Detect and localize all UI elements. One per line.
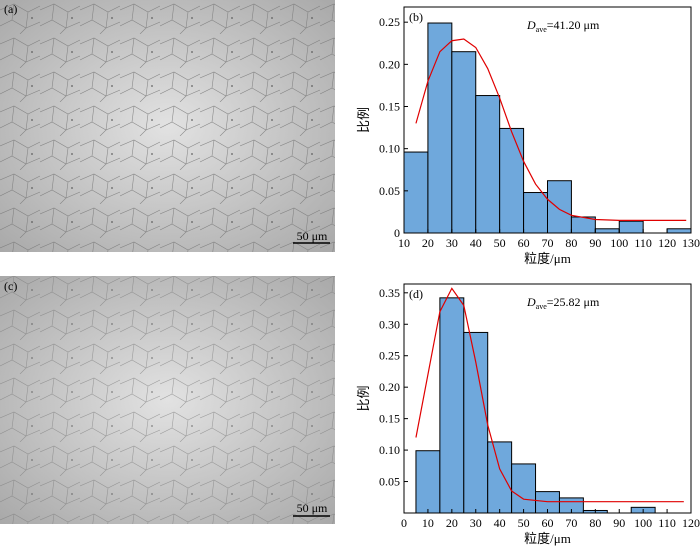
x-tick-label: 40 — [470, 236, 482, 250]
y-axis-label: 比例 — [356, 107, 371, 133]
bar — [487, 441, 513, 514]
y-tick-label: 0 — [394, 226, 400, 240]
y-tick-label: 0.05 — [379, 184, 400, 198]
y-axis-label: 比例 — [356, 385, 371, 411]
x-tick-label: 70 — [565, 516, 577, 530]
x-tick-label: 40 — [494, 516, 506, 530]
x-tick-label: 100 — [610, 236, 628, 250]
x-tick-label: 120 — [658, 236, 676, 250]
x-axis-label: 粒度/μm — [524, 531, 571, 546]
x-tick-label: 100 — [634, 516, 652, 530]
fit-curve — [415, 38, 687, 221]
bar — [547, 180, 572, 234]
bar — [403, 151, 429, 234]
x-tick-label: 110 — [634, 236, 652, 250]
x-tick-label: 60 — [518, 236, 530, 250]
x-tick-label: 70 — [542, 236, 554, 250]
x-tick-label: 0 — [401, 516, 407, 530]
bar — [475, 95, 501, 234]
x-tick-label: 80 — [589, 516, 601, 530]
annotation: Dave=25.82 μm — [526, 295, 600, 311]
micrograph-c: (c) 50 μm — [0, 276, 335, 524]
y-tick-label: 0.15 — [379, 412, 400, 426]
panel-label: (b) — [409, 10, 423, 24]
panel-label: (c) — [4, 279, 17, 293]
y-tick-label: 0.10 — [379, 443, 400, 457]
x-tick-label: 20 — [446, 516, 458, 530]
bar — [499, 127, 525, 234]
bar — [451, 51, 477, 234]
panel-label: (a) — [4, 2, 17, 16]
bar — [618, 220, 644, 234]
micrograph-texture — [0, 276, 335, 524]
annotation-text: =25.82 μm — [547, 295, 600, 309]
x-axis-label: 粒度/μm — [524, 251, 571, 266]
y-tick-label: 0.15 — [379, 100, 400, 114]
x-tick-label: 50 — [518, 516, 530, 530]
scale-bar-label: 50 μm — [297, 229, 328, 243]
x-tick-label: 50 — [494, 236, 506, 250]
x-tick-label: 110 — [658, 516, 676, 530]
x-tick-label: 10 — [398, 236, 410, 250]
y-tick-label: 0.05 — [379, 475, 400, 489]
x-tick-label: 80 — [565, 236, 577, 250]
micrograph-texture — [0, 0, 335, 252]
y-tick-label: 0.30 — [379, 317, 400, 331]
y-tick-label: 0.35 — [379, 286, 400, 300]
bar — [523, 192, 548, 234]
bar — [511, 463, 537, 514]
x-tick-label: 10 — [422, 516, 434, 530]
x-tick-label: 120 — [682, 516, 700, 530]
x-tick-label: 90 — [589, 236, 601, 250]
y-tick-label: 0.20 — [379, 380, 400, 394]
x-tick-label: 20 — [422, 236, 434, 250]
annotation: Dave=41.20 μm — [526, 18, 600, 34]
fit-curve — [415, 287, 684, 503]
x-tick-label: 30 — [446, 236, 458, 250]
bar — [666, 228, 692, 234]
x-tick-label: 130 — [682, 236, 700, 250]
annotation-symbol: D — [526, 295, 536, 309]
scale-bar-label: 50 μm — [297, 501, 328, 515]
bar — [439, 297, 465, 514]
y-tick-label: 0.25 — [379, 349, 400, 363]
y-tick-label: 0.20 — [379, 57, 400, 71]
y-tick-label: 0.25 — [379, 15, 400, 29]
annotation-subscript: ave — [536, 302, 548, 311]
bar — [427, 22, 453, 234]
bar — [415, 450, 441, 514]
y-tick-label: 0.10 — [379, 142, 400, 156]
annotation-subscript: ave — [536, 25, 548, 34]
panel-label: (d) — [409, 287, 423, 301]
annotation-symbol: D — [526, 18, 536, 32]
x-tick-label: 30 — [470, 516, 482, 530]
micrograph-a: (a) 50 μm — [0, 0, 335, 252]
bar — [594, 228, 620, 234]
x-tick-label: 90 — [613, 516, 625, 530]
annotation-text: =41.20 μm — [547, 18, 600, 32]
x-tick-label: 60 — [542, 516, 554, 530]
